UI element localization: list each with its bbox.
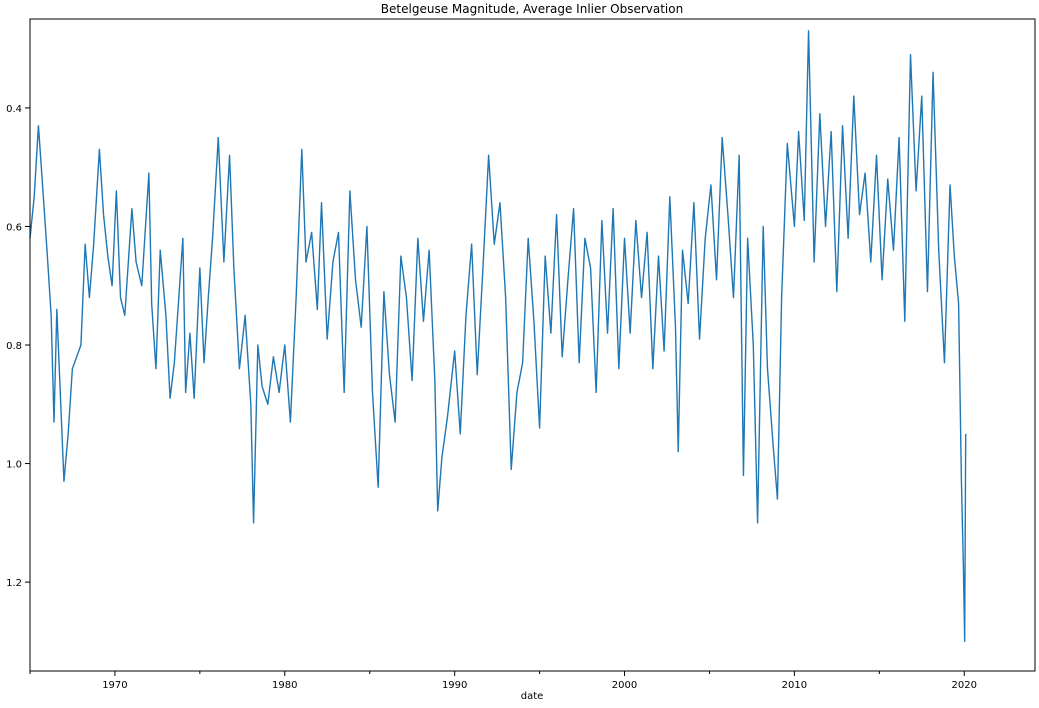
- chart-title: Betelgeuse Magnitude, Average Inlier Obs…: [381, 2, 683, 16]
- x-tick-label: 2010: [782, 680, 807, 691]
- y-tick-label: 1.0: [6, 460, 22, 471]
- x-tick-label: 1970: [102, 680, 127, 691]
- y-tick-label: 0.6: [6, 222, 22, 233]
- x-axis: 1970 1980 1990 2000 2010 2020: [29, 671, 977, 691]
- x-tick-label: 1990: [442, 680, 467, 691]
- x-tick-label: 2020: [952, 680, 977, 691]
- y-axis: 0.4 0.6 0.8 1.0 1.2: [6, 104, 30, 589]
- series-line-0: [29, 30, 967, 643]
- y-tick-label: 1.2: [6, 578, 22, 589]
- series-layer: [29, 30, 967, 643]
- x-tick-label: 2000: [612, 680, 637, 691]
- y-tick-label: 0.4: [6, 104, 22, 115]
- x-axis-label: date: [521, 691, 544, 702]
- y-tick-label: 0.8: [6, 341, 22, 352]
- x-tick-label: 1980: [272, 680, 297, 691]
